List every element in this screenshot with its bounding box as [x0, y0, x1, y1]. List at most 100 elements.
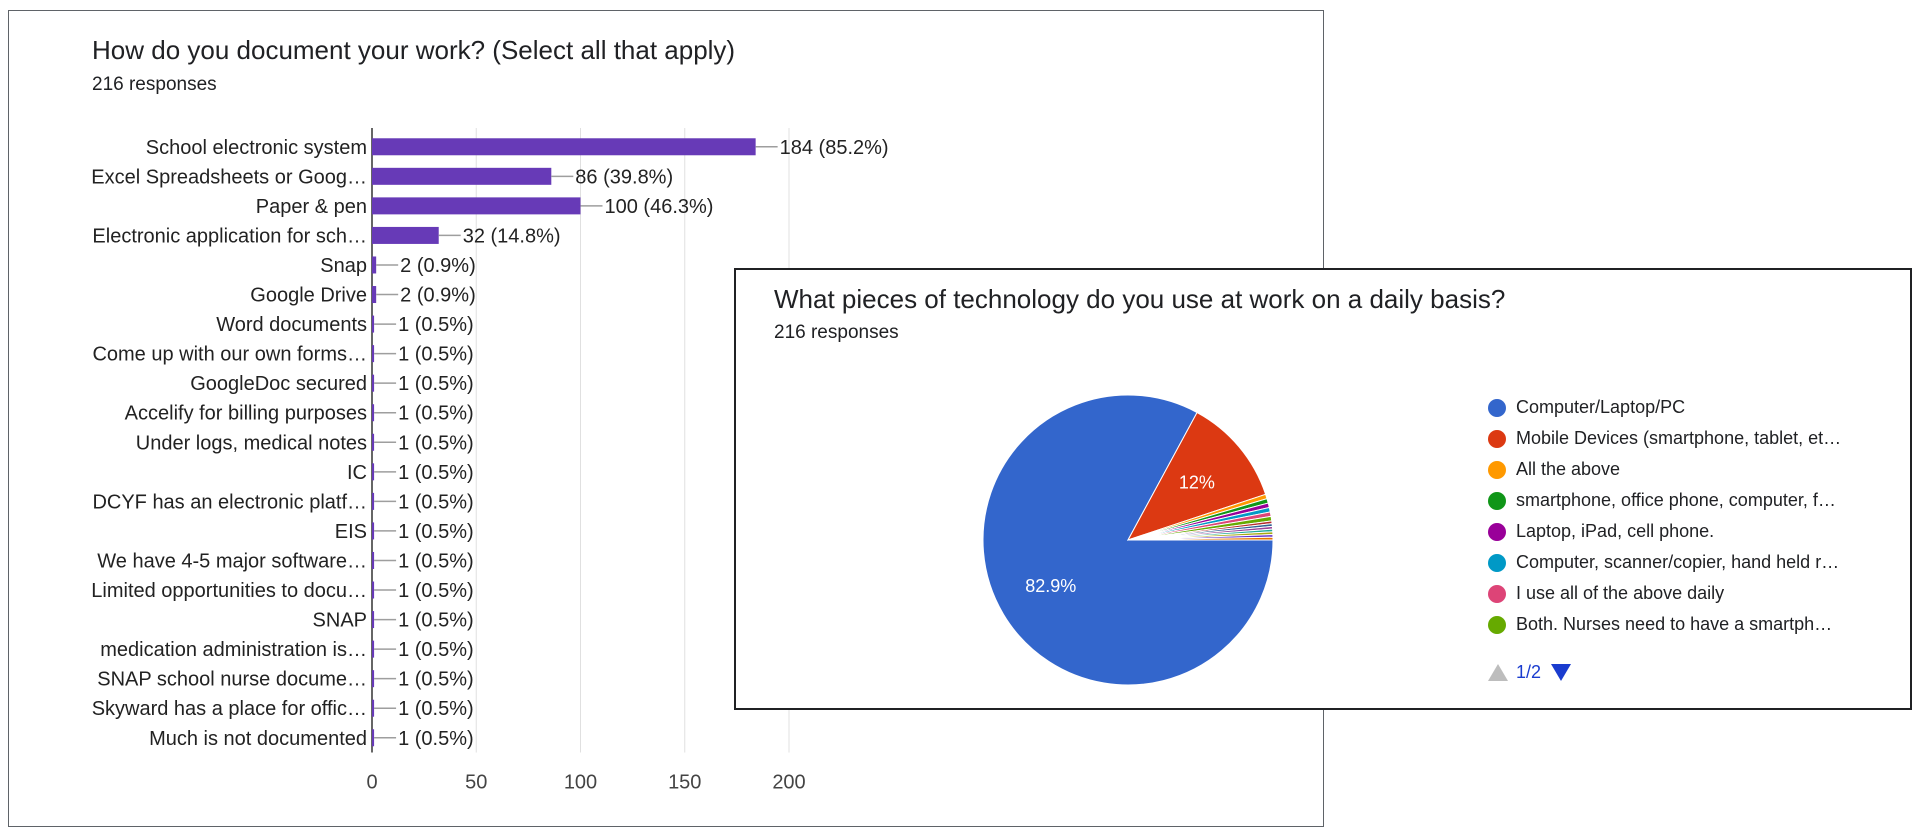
bar	[372, 551, 375, 569]
legend-item: Mobile Devices (smartphone, tablet, et…	[1488, 423, 1888, 454]
pie-chart-title: What pieces of technology do you use at …	[774, 284, 1506, 314]
legend-item: Both. Nurses need to have a smartph…	[1488, 609, 1888, 640]
legend-item: Computer, scanner/copier, hand held r…	[1488, 547, 1888, 578]
x-tick-label: 200	[772, 772, 805, 794]
category-label: EIS	[335, 521, 367, 543]
legend-swatch	[1488, 522, 1506, 541]
pie-slice-label: 82.9%	[1025, 576, 1076, 596]
x-tick-label: 150	[668, 772, 701, 794]
data-label: 1 (0.5%)	[398, 314, 474, 336]
legend-item: Computer/Laptop/PC	[1488, 392, 1888, 423]
category-label: Paper & pen	[256, 196, 367, 218]
category-label: We have 4-5 major software…	[97, 550, 367, 572]
category-label: School electronic system	[146, 137, 367, 159]
legend-pager[interactable]: 1/2	[1488, 662, 1572, 683]
pie-legend: Computer/Laptop/PC Mobile Devices (smartp…	[1488, 392, 1888, 640]
bar	[372, 286, 377, 304]
bar	[372, 670, 375, 688]
data-label: 2 (0.9%)	[400, 285, 476, 307]
legend-next-icon[interactable]	[1551, 664, 1572, 681]
bar	[372, 492, 375, 510]
pie-slice	[1126, 411, 1267, 541]
category-label: Much is not documented	[149, 728, 367, 750]
data-label: 1 (0.5%)	[398, 403, 474, 425]
data-label: 1 (0.5%)	[398, 669, 474, 691]
legend-label: All the above	[1516, 459, 1621, 479]
bar-chart-title: How do you document your work? (Select a…	[92, 35, 736, 65]
pie-chart: 82.9% 12%	[982, 394, 1274, 686]
data-label: 1 (0.5%)	[398, 728, 474, 750]
category-label: Accelify for billing purposes	[125, 403, 367, 425]
data-label: 32 (14.8%)	[463, 225, 561, 247]
category-label: IC	[347, 462, 367, 484]
data-label: 1 (0.5%)	[398, 698, 474, 720]
data-label: 1 (0.5%)	[398, 550, 474, 572]
legend-item: I use all of the above daily	[1488, 578, 1888, 609]
category-label: Limited opportunities to docu…	[91, 580, 367, 602]
bar	[372, 640, 375, 658]
pie-slice-label: 12%	[1179, 472, 1215, 492]
bar	[372, 581, 375, 599]
data-label: 86 (39.8%)	[575, 166, 673, 188]
bar	[372, 226, 439, 244]
legend-swatch	[1488, 584, 1506, 603]
x-tick-label: 50	[465, 772, 487, 794]
pie-slice	[1127, 536, 1274, 541]
bar	[372, 404, 375, 422]
category-label: Under logs, medical notes	[136, 432, 367, 454]
category-label: DCYF has an electronic platf…	[92, 491, 367, 513]
category-label: Come up with our own forms…	[92, 344, 367, 366]
category-label: GoogleDoc secured	[190, 373, 367, 395]
category-label: Excel Spreadsheets or Goog…	[91, 166, 367, 188]
category-label: Snap	[320, 255, 367, 277]
legend-item: All the above	[1488, 454, 1888, 485]
category-label: Electronic application for sch…	[92, 225, 367, 247]
x-tick-label: 100	[564, 772, 597, 794]
bar	[372, 315, 375, 333]
legend-item: smartphone, office phone, computer, f…	[1488, 485, 1888, 516]
bar-chart: 0 50 100 150 200 School electronic system 184 …	[91, 128, 889, 794]
data-label: 1 (0.5%)	[398, 639, 474, 661]
legend-label: Laptop, iPad, cell phone.	[1516, 521, 1715, 541]
bar	[372, 345, 375, 363]
data-label: 2 (0.9%)	[400, 255, 476, 277]
legend-label: I use all of the above daily	[1516, 583, 1725, 603]
category-label: Skyward has a place for offic…	[92, 698, 367, 720]
bar	[372, 167, 552, 185]
category-label: medication administration is…	[100, 639, 367, 661]
legend-swatch	[1488, 615, 1506, 634]
data-label: 1 (0.5%)	[398, 373, 474, 395]
bar	[372, 433, 375, 451]
data-label: 1 (0.5%)	[398, 491, 474, 513]
data-label: 1 (0.5%)	[398, 344, 474, 366]
data-label: 1 (0.5%)	[398, 610, 474, 632]
bar	[372, 522, 375, 540]
legend-label: Computer, scanner/copier, hand held r…	[1516, 552, 1840, 572]
legend-label: smartphone, office phone, computer, f…	[1516, 490, 1836, 510]
bar	[372, 729, 375, 747]
bar	[372, 374, 375, 392]
legend-label: Both. Nurses need to have a smartph…	[1516, 614, 1833, 634]
legend-label: Mobile Devices (smartphone, tablet, et…	[1516, 428, 1842, 448]
x-tick-label: 0	[366, 772, 377, 794]
legend-swatch	[1488, 491, 1506, 510]
bar	[372, 256, 377, 274]
data-label: 1 (0.5%)	[398, 521, 474, 543]
category-label: Google Drive	[250, 285, 367, 307]
bar	[372, 463, 375, 481]
bar	[372, 138, 756, 156]
legend-swatch	[1488, 398, 1506, 417]
pie-chart-responses: 216 responses	[774, 322, 899, 343]
category-label: SNAP school nurse docume…	[97, 669, 367, 691]
data-label: 100 (46.3%)	[605, 196, 714, 218]
bar-chart-responses: 216 responses	[92, 74, 217, 95]
legend-swatch	[1488, 429, 1506, 448]
legend-item: Laptop, iPad, cell phone.	[1488, 516, 1888, 547]
legend-prev-icon[interactable]	[1488, 664, 1508, 681]
legend-label: Computer/Laptop/PC	[1516, 397, 1686, 417]
data-label: 1 (0.5%)	[398, 462, 474, 484]
legend-swatch	[1488, 460, 1506, 479]
category-label: Word documents	[216, 314, 367, 336]
data-label: 1 (0.5%)	[398, 580, 474, 602]
data-label: 184 (85.2%)	[780, 137, 889, 159]
